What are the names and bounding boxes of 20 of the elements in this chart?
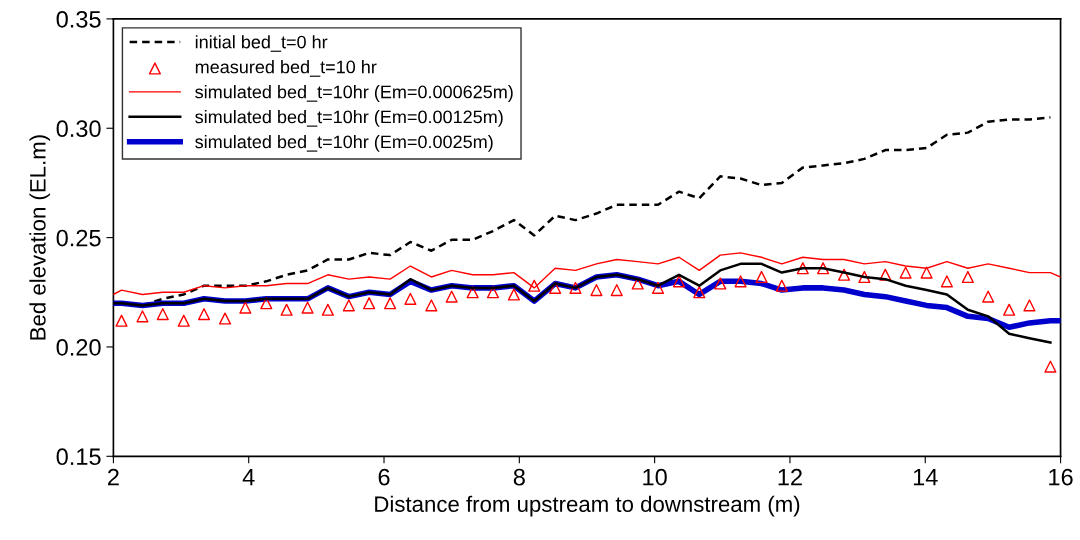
legend-label: simulated bed_t=10hr (Em=0.000625m) bbox=[195, 85, 513, 102]
y-tick-label: 0.30 bbox=[56, 120, 101, 138]
x-tick-label: 16 bbox=[1049, 468, 1073, 486]
legend-label: measured bed_t=10 hr bbox=[195, 60, 377, 77]
x-tick-label: 4 bbox=[242, 468, 255, 486]
x-tick-label: 10 bbox=[643, 468, 667, 486]
legend-label: simulated bed_t=10hr (Em=0.00125m) bbox=[195, 110, 503, 127]
x-tick-label: 2 bbox=[108, 468, 119, 486]
x-tick-label: 8 bbox=[513, 468, 525, 486]
y-tick-label: 0.35 bbox=[56, 10, 101, 28]
x-tick-label: 6 bbox=[378, 468, 390, 486]
x-axis-title: Distance from upstream to downstream (m) bbox=[375, 495, 800, 517]
y-tick-label: 0.15 bbox=[56, 448, 101, 466]
legend-label: initial bed_t=0 hr bbox=[195, 35, 328, 52]
legend-label: simulated bed_t=10hr (Em=0.0025m) bbox=[195, 134, 493, 152]
y-axis-title: Bed elevation (EL.m) bbox=[29, 135, 51, 340]
y-tick-label: 0.25 bbox=[56, 229, 101, 247]
x-tick-label: 14 bbox=[913, 468, 938, 486]
x-tick-label: 12 bbox=[778, 468, 802, 486]
y-tick-label: 0.20 bbox=[56, 339, 101, 356]
